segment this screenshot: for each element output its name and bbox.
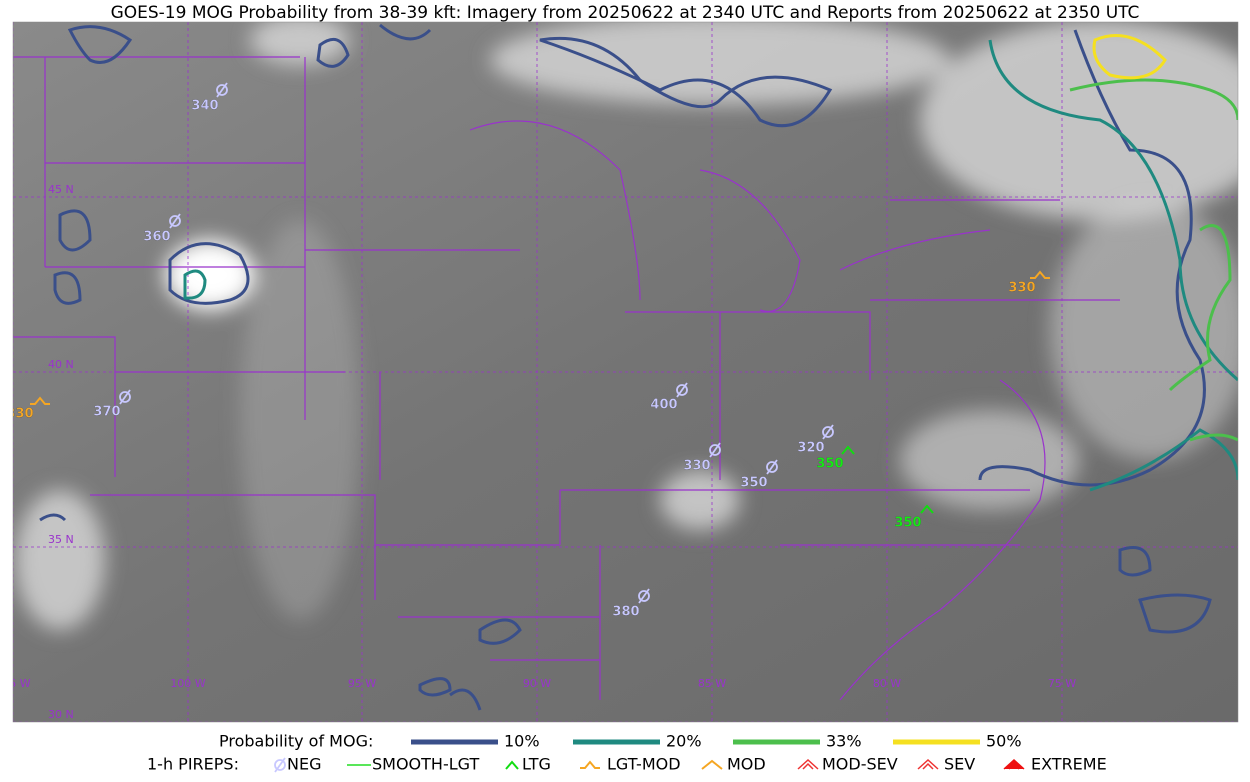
- map: 45 N 40 N 35 N 30 N 105 W 100 W 95 W 90 W 85 W 80…: [0, 22, 1238, 722]
- neg-icon-slash: [709, 442, 721, 458]
- extreme-icon: [1003, 758, 1025, 770]
- mod-icon: [701, 759, 723, 770]
- pirep-altitude: 380: [612, 605, 639, 620]
- legend-label: 20%: [666, 732, 702, 751]
- lon-label: 105 W: [0, 677, 31, 690]
- lgt-mod-icon: [1030, 270, 1050, 279]
- neg-icon: [822, 426, 834, 438]
- ltg-icon: [841, 445, 855, 455]
- neg-icon-slash: [766, 459, 778, 475]
- sev-icon: [917, 758, 939, 770]
- state-borders: [13, 56, 1120, 701]
- pirep-altitude: 350: [740, 476, 767, 491]
- ltg-icon: [505, 760, 519, 770]
- lat-label: 45 N: [48, 183, 74, 196]
- neg-icon-slash: [216, 82, 228, 98]
- pirep-altitude: 360: [143, 230, 170, 245]
- legend-label: LGT-MOD: [607, 755, 681, 774]
- legend: Probability of MOG: 10% 20% 33% 50% 1-h PIREP…: [147, 732, 1107, 774]
- legend-label: MOD-SEV: [822, 755, 898, 774]
- neg-icon: [169, 215, 181, 227]
- title: GOES-19 MOG Probability from 38-39 kft: …: [111, 3, 1140, 23]
- pirep-altitude: 400: [650, 398, 677, 413]
- neg-icon: [119, 391, 131, 403]
- lon-label: 100 W: [170, 677, 205, 690]
- lon-label: 95 W: [348, 677, 376, 690]
- lgt-mod-icon: [30, 396, 50, 405]
- neg-icon: [676, 384, 688, 396]
- pirep-altitude: 330: [683, 459, 710, 474]
- pirep-altitude: 350: [816, 457, 843, 472]
- lon-label: 80 W: [873, 677, 901, 690]
- mog-contours: [39, 23, 1238, 711]
- neg-icon: [274, 759, 286, 771]
- legend-label: SEV: [944, 755, 975, 774]
- neg-icon-slash: [822, 424, 834, 440]
- lat-label: 30 N: [48, 708, 74, 721]
- modsev-icon: [797, 758, 819, 770]
- neg-icon: [766, 461, 778, 473]
- ltg-icon: [920, 504, 934, 514]
- legend-label: 10%: [504, 732, 540, 751]
- lon-label: 85 W: [698, 677, 726, 690]
- pirep-altitude: 320: [797, 441, 824, 456]
- legend-label: MOD: [727, 755, 766, 774]
- pirep-altitude: 330: [1008, 281, 1035, 296]
- legend-label: 33%: [826, 732, 862, 751]
- legend-title: Probability of MOG:: [219, 732, 373, 751]
- lon-label: 75 W: [1048, 677, 1076, 690]
- neg-icon: [216, 84, 228, 96]
- legend-label: LTG: [522, 755, 551, 774]
- legend-label: SMOOTH-LGT: [372, 755, 479, 774]
- map-frame: [12, 21, 1239, 723]
- neg-icon-slash: [119, 389, 131, 405]
- lat-label: 40 N: [48, 358, 74, 371]
- graticule: [13, 22, 1238, 722]
- pirep-altitude: 370: [93, 405, 120, 420]
- neg-icon-slash: [169, 213, 181, 229]
- neg-icon-slash: [676, 382, 688, 398]
- legend-title: 1-h PIREPS:: [147, 755, 239, 774]
- pirep-altitude: 330: [6, 407, 33, 422]
- legend-label: 50%: [986, 732, 1022, 751]
- lat-label: 35 N: [48, 533, 74, 546]
- pirep-altitude: 340: [191, 99, 218, 114]
- neg-icon-slash: [638, 588, 650, 604]
- pirep-altitude: 350: [894, 516, 921, 531]
- neg-icon: [638, 590, 650, 602]
- lon-label: 90 W: [523, 677, 551, 690]
- legend-label: NEG: [287, 755, 321, 774]
- legend-label: EXTREME: [1031, 755, 1107, 774]
- pireps: 45 N 40 N 35 N 30 N 105 W 100 W 95 W 90 W 85 W 80…: [0, 82, 1076, 721]
- neg-icon: [709, 444, 721, 456]
- lgt-mod-icon: [580, 760, 600, 769]
- neg-icon-slash: [274, 757, 286, 773]
